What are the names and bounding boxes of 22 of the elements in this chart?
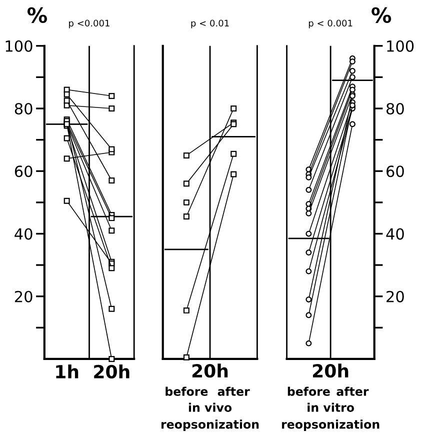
y2-tick-label: 40 xyxy=(386,228,404,240)
x-tick-label: 1h xyxy=(56,364,78,378)
y2-axis-title: % xyxy=(372,7,392,24)
y-tick-label: 100 xyxy=(6,40,32,52)
text: in vivo reopsonization xyxy=(162,402,259,432)
y2-tick-label: 60 xyxy=(386,166,404,178)
x-tick-label: after xyxy=(336,386,369,396)
x-tick-label: before xyxy=(166,386,208,396)
chart-title: p < 0.01 xyxy=(191,20,229,28)
y2-tick-label: 20 xyxy=(386,290,404,302)
y-tick-label: 20 xyxy=(14,290,32,302)
text: in vitro reopsonization xyxy=(282,402,380,432)
y-tick-label: 80 xyxy=(14,102,32,115)
y-axis-title: % xyxy=(27,7,48,24)
x-tick-label: after xyxy=(218,386,250,396)
y-tick-label: 60 xyxy=(14,166,32,178)
chart-title: p <0.001 xyxy=(69,20,110,28)
y2-tick-label: 100 xyxy=(387,40,414,52)
y2-tick-label: 80 xyxy=(386,102,404,115)
chart-title: p < 0.001 xyxy=(308,20,352,28)
y-tick-label: 40 xyxy=(14,228,32,240)
x-tick-label: before xyxy=(288,386,330,396)
